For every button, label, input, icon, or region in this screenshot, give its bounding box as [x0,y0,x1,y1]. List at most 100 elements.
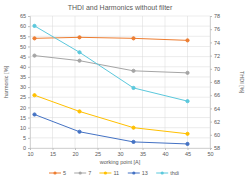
tick-label: 72 [214,53,220,59]
marker [33,24,36,27]
marker [78,110,81,113]
tick-mark [75,148,76,150]
tick-label: 68 [214,79,220,85]
tick-mark [210,82,212,83]
axis-line [211,17,213,149]
tick-label: 66 [214,92,220,98]
tick-label: 35 [20,74,26,80]
tick-mark [28,97,30,98]
tick: 60 [210,132,220,138]
tick: 25 [20,94,30,100]
tick-label: 45 [20,54,26,60]
tick-label: 50 [20,44,26,50]
tick-label: 15 [20,115,26,121]
tick-label: 60 [214,132,220,138]
tick: 15 [20,115,30,121]
marker [132,140,135,143]
tick: 50 [207,148,213,157]
tick-mark [210,148,211,150]
tick-label: 55 [20,34,26,40]
tick: 70 [210,66,220,72]
legend-marker [79,171,82,174]
marker [33,37,36,40]
tick: 55 [20,34,30,40]
marker [186,100,189,103]
tick-label: 50 [207,151,213,157]
tick-mark [210,56,212,57]
legend-marker [161,171,164,174]
marker [132,69,135,72]
tick-mark [28,107,30,108]
tick-mark [28,148,30,149]
grid-line [75,16,76,148]
tick-mark [210,42,212,43]
tick-label: 64 [214,106,220,112]
tick-mark [210,122,212,123]
marker [33,113,36,116]
x-axis: 101520253035404550 [27,148,213,157]
grid-line [120,16,121,148]
tick-mark [28,118,30,119]
tick-label: 10 [20,125,26,131]
legend-marker [53,171,56,174]
tick: 10 [27,148,33,157]
tick-label: 40 [162,151,168,157]
tick-mark [98,148,99,150]
tick-mark [53,148,54,150]
axis-line [28,17,31,149]
tick: 64 [210,106,220,112]
marker [33,94,36,97]
tick-mark [28,138,30,139]
tick-label: 45 [185,151,191,157]
series-line [35,56,188,73]
tick-mark [210,108,212,109]
tick-label: 70 [214,66,220,72]
tick: 35 [140,148,146,157]
marker [132,126,135,129]
tick-label: 25 [20,94,26,100]
y2-axis-title: THDI [%] [239,71,245,94]
series-line [35,114,188,143]
tick-mark [28,57,30,58]
tick: 0 [23,145,30,151]
marks [33,24,189,145]
grid-line [187,16,188,148]
marker [132,37,135,40]
tick: 76 [210,26,220,32]
tick-mark [210,29,212,30]
marker [132,86,135,89]
legend-label: thdi [170,170,179,176]
tick: 5 [23,135,30,141]
legend-marker [132,171,135,174]
title: THDI and Harmonics without filter [68,4,173,11]
legend-item: thdi [156,170,179,176]
marker [78,51,81,54]
tick-mark [28,128,30,129]
tick-mark [28,26,30,27]
tick-label: 40 [20,64,26,70]
tick: 74 [210,40,220,46]
tick: 45 [20,54,30,60]
y-axis: 05101520253035404550556065 [20,13,31,151]
tick-mark [28,87,30,88]
tick-mark [28,36,30,37]
tick: 60 [20,23,30,29]
legend-label: 7 [88,170,91,176]
tick: 35 [20,74,30,80]
tick-mark [28,46,30,47]
marker [33,54,36,57]
tick-label: 20 [20,105,26,111]
tick-label: 15 [50,151,56,157]
legend-item: 11 [99,170,119,176]
tick: 30 [117,148,123,157]
tick: 20 [72,148,78,157]
y-axis-title: harmonic [%] [3,65,9,98]
tick-mark [188,148,189,150]
tick-label: 35 [140,151,146,157]
marker [78,36,81,39]
series-line [35,26,188,101]
tick-mark [28,16,30,17]
tick: 72 [210,53,220,59]
marker [186,39,189,42]
tick-label: 78 [214,13,220,19]
